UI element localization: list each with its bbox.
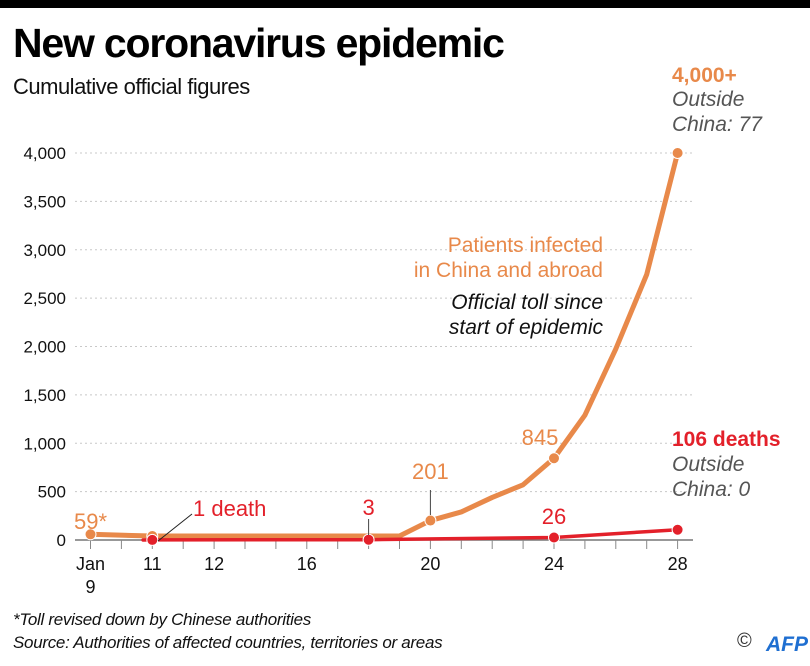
x-tick-label: 24 xyxy=(544,554,564,574)
x-tick-label: 11 xyxy=(143,554,162,574)
infected-line xyxy=(88,150,681,539)
x-tick-label-line2: 9 xyxy=(85,577,95,597)
legend-toll-line-2: start of epidemic xyxy=(449,316,604,339)
footnote: *Toll revised down by Chinese authoritie… xyxy=(13,610,311,629)
label-26: 26 xyxy=(542,504,566,529)
label-4000-plus: 4,000+ xyxy=(672,64,737,87)
afp-logo: AFP xyxy=(765,633,809,656)
deaths-point xyxy=(146,533,159,546)
x-tick-label: 20 xyxy=(420,554,440,574)
y-tick-label: 1,000 xyxy=(23,434,66,453)
svg-text:AFP: AFP xyxy=(765,633,809,656)
deaths-point xyxy=(671,523,684,536)
y-tick-label: 3,000 xyxy=(23,241,66,260)
label-106-deaths: 106 deaths xyxy=(672,428,781,451)
label-outside-china-infected-2: China: 77 xyxy=(672,113,763,136)
y-tick-label: 2,000 xyxy=(23,338,66,357)
label-3: 3 xyxy=(362,495,374,520)
infected-point xyxy=(424,514,437,527)
legend-toll-line-1: Official toll since xyxy=(451,291,603,314)
x-tick-label: 12 xyxy=(204,554,224,574)
legend-infected-line-1: Patients infected xyxy=(448,234,603,257)
label-outside-china-infected-1: Outside xyxy=(672,88,744,111)
source-note: Source: Authorities of affected countrie… xyxy=(13,633,443,652)
series-lines xyxy=(84,147,684,546)
infected-point xyxy=(548,452,560,465)
infected-point xyxy=(84,528,97,541)
y-axis-tick-labels: 0 500 1,000 1,500 2,000 2,500 3,000 3,500 4,000 xyxy=(23,144,66,550)
x-tick-label: Jan xyxy=(76,554,105,574)
y-tick-label: 1,500 xyxy=(23,386,66,405)
infected-point xyxy=(671,147,684,159)
deaths-point xyxy=(362,533,375,546)
x-tick-label: 28 xyxy=(668,554,688,574)
label-201: 201 xyxy=(412,459,449,484)
y-tick-label: 0 xyxy=(57,531,66,550)
y-tick-label: 4,000 xyxy=(23,144,66,163)
label-59: 59* xyxy=(74,509,107,534)
legend-infected-line-2: in China and abroad xyxy=(414,259,603,282)
chart-subtitle: Cumulative official figures xyxy=(13,74,250,99)
label-845: 845 xyxy=(522,425,559,450)
x-tick-label: 16 xyxy=(297,554,317,574)
leader-line-1-death xyxy=(157,513,193,542)
y-tick-label: 3,500 xyxy=(23,192,66,211)
x-axis: Jan 9 11 12 16 20 24 28 xyxy=(75,539,693,597)
grid-lines xyxy=(75,152,693,493)
y-tick-label: 500 xyxy=(38,483,66,502)
y-tick-label: 2,500 xyxy=(23,289,66,308)
label-outside-china-deaths-2: China: 0 xyxy=(672,478,751,501)
chart-title: New coronavirus epidemic xyxy=(13,20,505,66)
top-bar xyxy=(0,0,810,8)
copyright-symbol: © xyxy=(737,630,752,652)
label-outside-china-deaths-1: Outside xyxy=(672,453,744,476)
label-1-death: 1 death xyxy=(193,496,266,521)
deaths-point xyxy=(548,531,560,544)
